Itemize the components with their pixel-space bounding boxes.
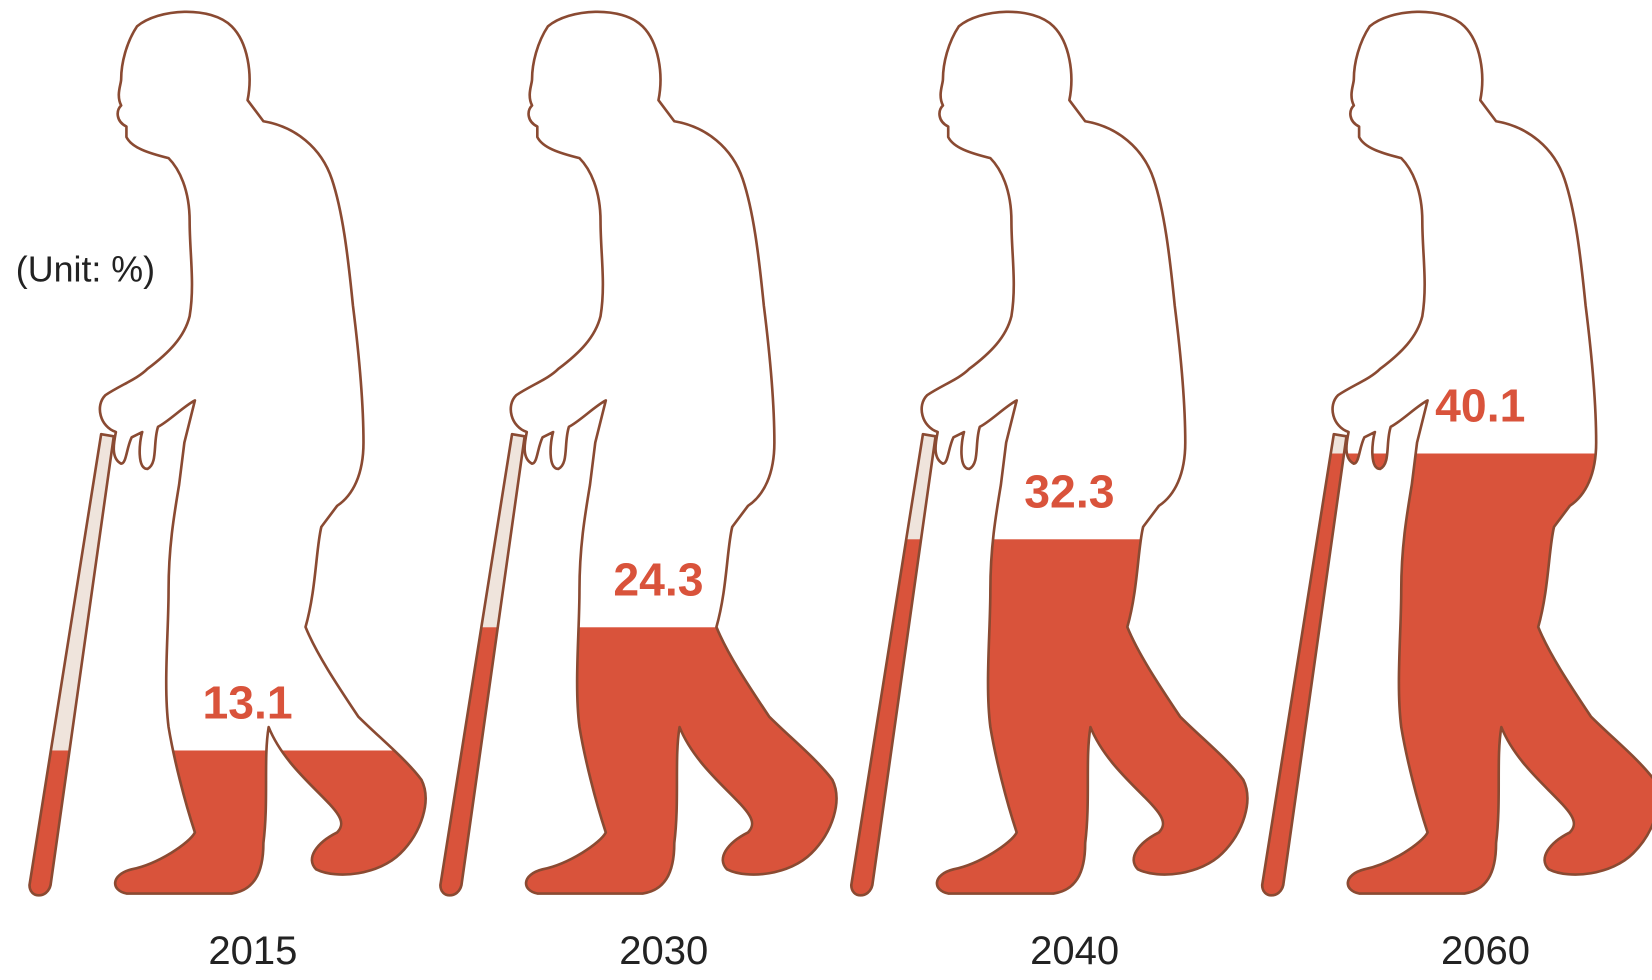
figure: 13.1 2015 [0, 12, 443, 973]
value-label: 32.3 [1024, 465, 1114, 517]
figure: 24.3 2030 [411, 12, 854, 973]
figures: 13.1 2015 24.3 2030 32.3 2040 40.1 2060 [0, 12, 1652, 973]
value-label: 24.3 [613, 553, 703, 605]
year-label: 2040 [1030, 929, 1119, 973]
value-label: 40.1 [1435, 380, 1525, 432]
value-label: 13.1 [202, 676, 292, 728]
year-label: 2060 [1441, 929, 1530, 973]
chart: (Unit: %) 13.1 2015 24.3 2030 32.3 2040 40.1 20… [0, 0, 1652, 980]
figure: 40.1 2060 [1233, 12, 1652, 973]
year-label: 2030 [619, 929, 708, 973]
unit-label: (Unit: %) [16, 249, 155, 289]
year-label: 2015 [208, 929, 297, 973]
fill-level [822, 539, 1265, 906]
figure: 32.3 2040 [822, 12, 1265, 973]
